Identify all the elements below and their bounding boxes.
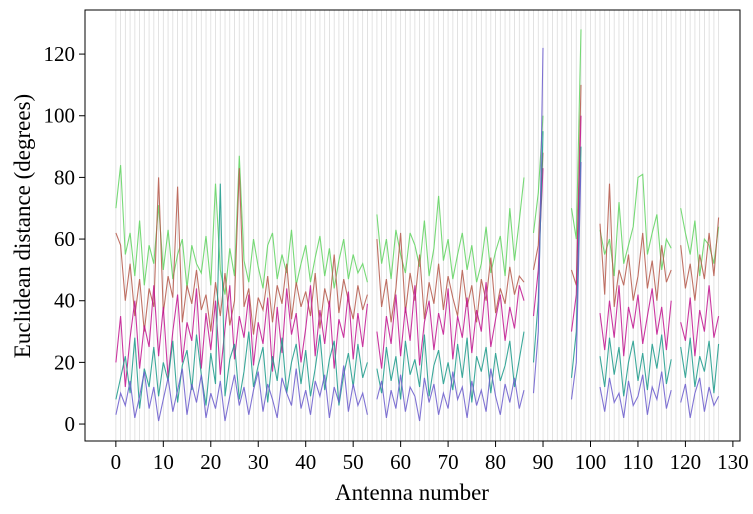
x-axis-label: Antenna number — [335, 480, 489, 505]
y-tick-label: 40 — [54, 289, 75, 313]
x-tick-label: 50 — [343, 450, 364, 474]
y-tick-label: 80 — [54, 165, 75, 189]
x-tick-label: 10 — [153, 450, 174, 474]
x-tick-label: 80 — [485, 450, 506, 474]
x-tick-label: 100 — [575, 450, 607, 474]
y-tick-label: 100 — [44, 104, 76, 128]
x-tick-label: 30 — [248, 450, 269, 474]
plot-frame — [84, 9, 741, 442]
x-tick-label: 60 — [390, 450, 411, 474]
x-tick-label: 40 — [295, 450, 316, 474]
x-tick-label: 90 — [533, 450, 554, 474]
series-line — [115, 29, 720, 295]
x-tick-label: 0 — [111, 450, 122, 474]
y-tick-label: 20 — [54, 350, 75, 374]
x-tick-label: 70 — [438, 450, 459, 474]
series-line — [115, 47, 720, 422]
x-tick-label: 120 — [670, 450, 702, 474]
x-tick-label: 110 — [623, 450, 654, 474]
series-line — [115, 115, 720, 388]
y-tick-label: 120 — [44, 42, 76, 66]
x-tick-label: 130 — [717, 450, 749, 474]
y-axis-label: Euclidean distance (degrees) — [10, 94, 35, 358]
y-tick-label: 60 — [54, 227, 75, 251]
x-tick-label: 20 — [200, 450, 221, 474]
y-tick-label: 0 — [65, 412, 76, 436]
